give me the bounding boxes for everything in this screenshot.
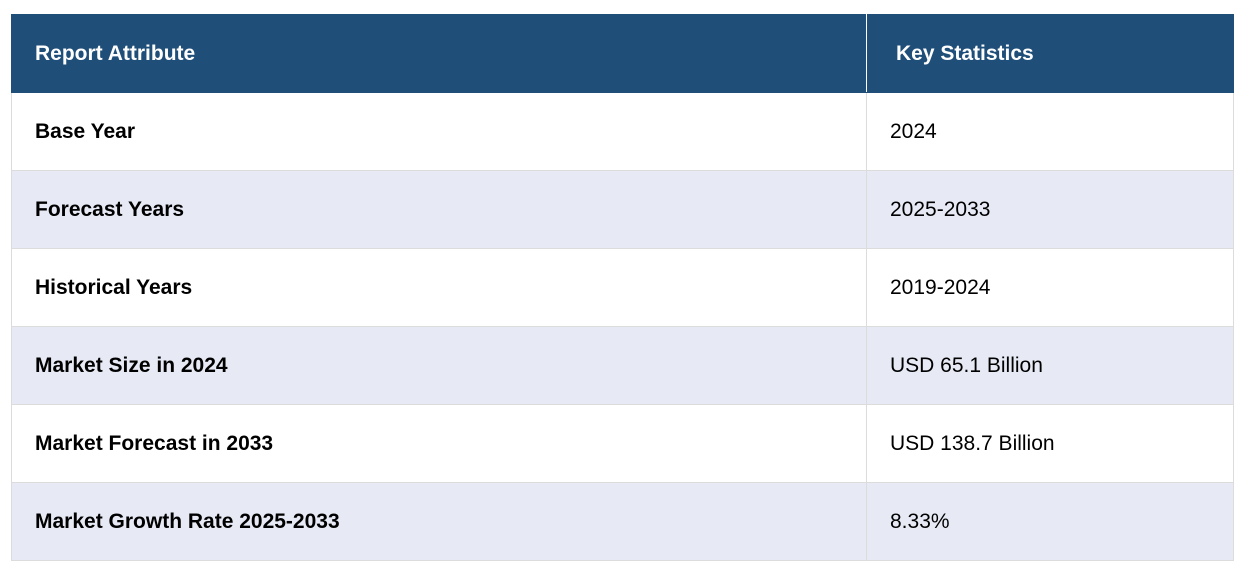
table-row: Market Growth Rate 2025-2033 8.33% (11, 482, 1234, 561)
row-value: 2019-2024 (866, 248, 1234, 327)
row-value: 2024 (866, 92, 1234, 171)
table-row: Historical Years 2019-2024 (11, 248, 1234, 327)
row-attribute: Market Forecast in 2033 (11, 404, 867, 483)
row-attribute: Market Growth Rate 2025-2033 (11, 482, 867, 561)
table-row: Market Forecast in 2033 USD 138.7 Billio… (11, 404, 1234, 483)
header-report-attribute: Report Attribute (11, 14, 867, 93)
row-attribute: Base Year (11, 92, 867, 171)
header-key-statistics: Key Statistics (866, 14, 1234, 93)
row-value: 2025-2033 (866, 170, 1234, 249)
row-value: USD 138.7 Billion (866, 404, 1234, 483)
table-row: Market Size in 2024 USD 65.1 Billion (11, 326, 1234, 405)
row-value: USD 65.1 Billion (866, 326, 1234, 405)
table-row: Forecast Years 2025-2033 (11, 170, 1234, 249)
row-value: 8.33% (866, 482, 1234, 561)
row-attribute: Forecast Years (11, 170, 867, 249)
report-table-container: Report Attribute Key Statistics Base Yea… (11, 14, 1234, 561)
table-header-row: Report Attribute Key Statistics (11, 14, 1234, 93)
table-row: Base Year 2024 (11, 92, 1234, 171)
row-attribute: Market Size in 2024 (11, 326, 867, 405)
row-attribute: Historical Years (11, 248, 867, 327)
report-table: Report Attribute Key Statistics Base Yea… (11, 14, 1234, 561)
